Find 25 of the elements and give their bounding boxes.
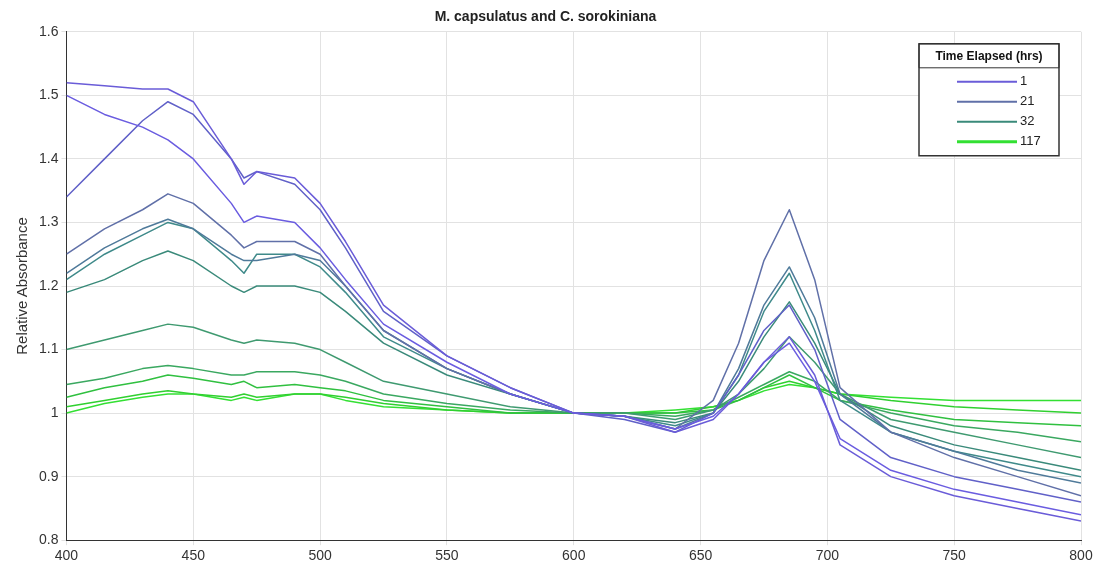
legend-label: 117 — [1020, 133, 1041, 149]
y-tick-label: 0.8 — [38, 531, 59, 548]
y-tick-label: 1.1 — [38, 340, 59, 357]
x-tick-label: 700 — [815, 547, 840, 564]
x-tick-label: 550 — [435, 547, 459, 564]
x-tick-label: 800 — [1069, 547, 1093, 564]
y-tick-label: 1.4 — [38, 149, 59, 166]
y-tick-label: 1.6 — [38, 22, 59, 39]
chart-title: M. capsulatus and C. sorokiniana — [434, 8, 657, 25]
x-tick-label: 450 — [181, 547, 206, 564]
x-tick-label: 650 — [688, 547, 713, 564]
y-tick-label: 1.2 — [38, 276, 59, 293]
legend-label: 1 — [1020, 73, 1028, 89]
x-tick-label: 750 — [942, 547, 967, 564]
y-tick-label: 0.9 — [38, 467, 59, 484]
x-tick-label: 400 — [54, 547, 79, 564]
y-tick-label: 1.3 — [38, 213, 59, 230]
x-tick-label: 600 — [562, 547, 586, 564]
x-tick-label: 500 — [308, 547, 332, 564]
legend-title: Time Elapsed (hrs) — [935, 49, 1043, 64]
y-axis-title: Relative Absorbance — [13, 217, 31, 355]
y-tick-label: 1 — [50, 403, 59, 420]
y-tick-label: 1.5 — [38, 86, 59, 103]
legend-label: 21 — [1020, 93, 1035, 109]
legend-label: 32 — [1020, 113, 1035, 129]
